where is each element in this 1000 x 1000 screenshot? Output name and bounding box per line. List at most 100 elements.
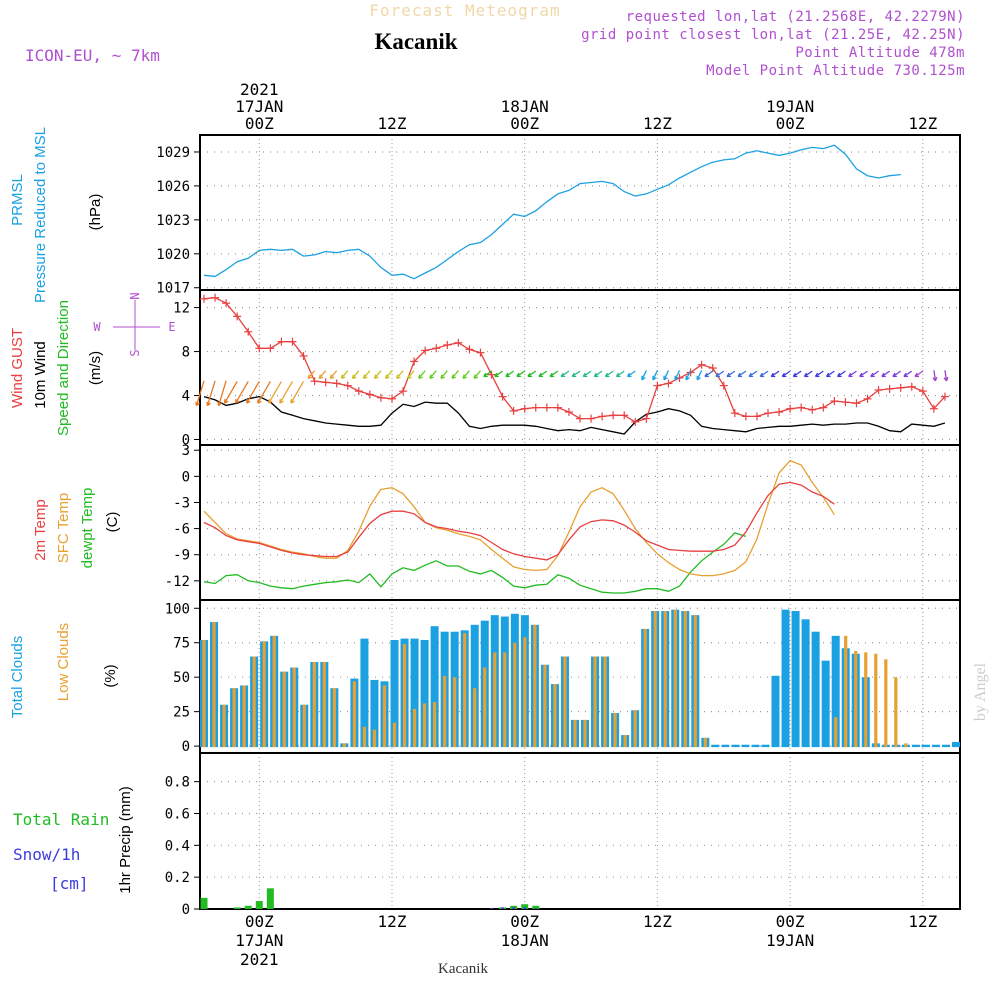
low-cloud-bar xyxy=(412,708,417,748)
wind-direction-arrow xyxy=(246,381,260,404)
y-tick-label: 0 xyxy=(182,469,190,485)
wind-gust-point xyxy=(476,348,485,357)
wind-direction-arrow xyxy=(494,370,503,378)
wind-direction-arrow xyxy=(440,370,448,379)
wind-gust-point xyxy=(598,412,607,421)
wind-direction-arrow xyxy=(351,370,360,379)
low-cloud-bar xyxy=(252,656,256,748)
wind-direction-arrow xyxy=(462,370,470,379)
low-cloud-bar xyxy=(834,717,838,748)
dewpoint-line xyxy=(203,532,747,594)
low-cloud-bar xyxy=(593,656,597,748)
y-tick-label: -9 xyxy=(173,548,190,564)
wind-direction-arrow xyxy=(234,381,249,404)
low-cloud-bar xyxy=(322,662,326,748)
arrow-head xyxy=(374,376,379,379)
wind-gust-point xyxy=(775,408,784,417)
wind-gust-point xyxy=(896,383,905,392)
low-cloud-bar xyxy=(382,685,387,748)
low-cloud-bar xyxy=(543,664,547,748)
wind-direction-arrow xyxy=(329,370,338,379)
wind-direction-arrow xyxy=(652,370,658,381)
wind-direction-arrow xyxy=(626,370,636,378)
wind-gust-point xyxy=(200,294,208,303)
total-cloud-bar xyxy=(761,744,770,748)
info-line: requested lon,lat (21.2568E, 42.2279N) xyxy=(626,9,965,25)
wind-gust-point xyxy=(730,409,739,418)
wind-gust-point xyxy=(388,394,396,403)
low-cloud-bar xyxy=(844,635,848,748)
y-tick-label: 0 xyxy=(182,739,190,755)
wind-gust-point xyxy=(443,340,452,349)
wind-direction-arrow xyxy=(685,370,692,381)
y-tick-label: 75 xyxy=(173,636,190,652)
time-label: 12Z xyxy=(908,912,937,931)
y-tick-label: 0 xyxy=(182,902,190,918)
wind-direction-arrow xyxy=(217,380,227,407)
arrow-head xyxy=(341,376,346,379)
wind-gust-point xyxy=(211,293,220,302)
y-tick-label: 1029 xyxy=(156,145,190,161)
wind-direction-arrow xyxy=(803,370,813,378)
arrow-head xyxy=(268,400,273,404)
low-cloud-bar xyxy=(613,713,617,748)
total-cloud-bar xyxy=(951,741,961,748)
wind-gust-point xyxy=(233,312,242,321)
wind-gust-point xyxy=(863,394,872,403)
wind-gust-point xyxy=(321,378,330,387)
time-label: 00Z xyxy=(510,114,539,133)
wind-direction-arrow xyxy=(715,370,725,378)
wind-label: 10m Wind xyxy=(32,341,49,409)
wind-direction-arrow xyxy=(571,370,581,378)
arrow-head xyxy=(257,400,262,404)
time-label: 2021 xyxy=(240,80,279,99)
wind-gust-point xyxy=(819,403,828,412)
low-cloud-bar xyxy=(232,688,236,748)
pressure-line xyxy=(203,144,901,280)
wind-gust-point xyxy=(885,384,894,393)
rain-bar xyxy=(244,905,252,909)
panel-clouds: 0 25 50 75 100 xyxy=(165,599,961,755)
wind-gust-point xyxy=(354,387,363,396)
low-cloud-bar xyxy=(653,611,657,748)
wind-gust-point xyxy=(266,344,275,353)
total-cloud-bar xyxy=(801,619,810,748)
wind-direction-arrow xyxy=(932,370,938,382)
wind-gust-point xyxy=(343,381,352,390)
wind-direction-arrow xyxy=(814,370,824,378)
arrow-head xyxy=(235,400,240,404)
wind-direction-arrow xyxy=(848,370,857,378)
y-tick-label: -12 xyxy=(165,574,190,590)
wind-direction-arrow xyxy=(781,370,791,378)
low-cloud-bar xyxy=(352,681,357,748)
wind-direction-arrow xyxy=(483,370,492,378)
wind-direction-arrow xyxy=(759,370,769,378)
wind-speed-line xyxy=(203,395,946,435)
wind-direction-arrow xyxy=(859,370,868,378)
low-cloud-bar xyxy=(302,704,306,748)
wind-gust-point xyxy=(454,338,463,347)
wind-gust-point xyxy=(299,351,308,360)
arrow-shaft xyxy=(351,370,360,379)
temp-unit: (C) xyxy=(104,512,121,533)
y-tick-label: 1017 xyxy=(156,281,190,297)
low-cloud-bar xyxy=(894,677,898,748)
rain-bar xyxy=(521,904,529,909)
total-cloud-bar xyxy=(711,744,720,748)
arrow-shaft xyxy=(279,381,294,404)
arrow-shaft xyxy=(290,381,305,404)
wind-gust-point xyxy=(564,408,573,417)
low-cloud-bar xyxy=(503,652,507,748)
low-cloud-bar xyxy=(633,710,637,748)
low-cloud-bar xyxy=(453,677,457,748)
panel-wind: 0 4 8 12 xyxy=(173,289,961,449)
wind-gust-point xyxy=(410,357,419,366)
clouds-label: Total Clouds xyxy=(9,636,26,719)
total-cloud-bar xyxy=(741,744,750,748)
low-cloud-bar xyxy=(703,737,707,748)
arrow-shaft xyxy=(257,381,271,404)
clouds-unit: (%) xyxy=(102,664,119,687)
wind-direction-arrow xyxy=(737,370,747,378)
clouds-label: Low Clouds xyxy=(55,623,72,701)
arrow-head xyxy=(473,376,479,379)
